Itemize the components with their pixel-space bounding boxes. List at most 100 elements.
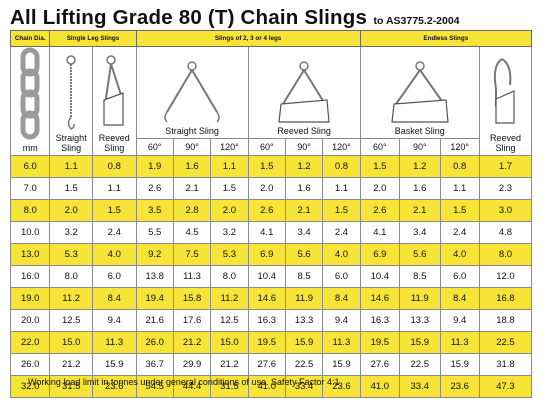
wll-cell: 27.6 [359,353,401,376]
wll-cell: 12.5 [49,309,93,332]
straight-multi-label: Straight Sling [165,126,219,137]
wll-cell: 2.0 [359,177,401,200]
wll-cell: 11.3 [91,331,137,354]
wll-cell: 31.8 [478,353,533,376]
wll-cell: 0.8 [322,155,361,178]
wll-cell: 41.0 [359,375,401,398]
straight-single-cell: Straight Sling [49,46,93,156]
wll-cell: 2.1 [284,199,324,222]
wll-cell: 1.1 [439,177,480,200]
chain-diameter-cell: 32.0 [9,375,51,398]
wll-cell: 15.9 [399,331,441,354]
wll-cell: 1.6 [399,177,441,200]
wll-cell: 4.0 [322,243,361,266]
wll-cell: 5.3 [49,243,93,266]
wll-cell: 11.3 [172,265,212,288]
wll-cell: 22.5 [399,353,441,376]
header-row: Chain Dia. Single Leg Slings Slings of 2… [9,30,533,47]
reeved-endless-cell: Reeved Sling [478,46,533,156]
chain-diameter-cell: 26.0 [9,353,51,376]
wll-cell: 21.2 [49,353,93,376]
wll-cell: 19.4 [135,287,174,310]
wll-cell: 4.1 [359,221,401,244]
wll-cell: 11.9 [399,287,441,310]
wll-cell: 1.6 [172,155,212,178]
wll-cell: 1.5 [359,155,401,178]
chain-diameter-cell: 13.0 [9,243,51,266]
wll-cell: 15.9 [322,353,361,376]
endless-reeved-icon [494,58,516,124]
table-row: 26.0 21.2 15.9 36.7 29.9 21.2 27.6 22.5 15.9 27.6… [9,353,533,376]
wll-cell: 1.9 [135,155,174,178]
illustration-row: mm Straight Sling Reeved Sling [9,45,533,156]
wll-cell: 4.5 [172,221,212,244]
wll-cell: 9.2 [135,243,174,266]
table-row: 6.0 1.1 0.8 1.9 1.6 1.1 1.5 1.2 0.8 1.5 1.2 0.8 1.7 [9,155,533,178]
wll-cell: 3.5 [135,199,174,222]
wll-cell: 26.0 [135,331,174,354]
chain-illustration-cell: mm [9,46,51,156]
angle-cell: 90° [284,138,324,156]
wll-cell: 8.5 [284,265,324,288]
wll-cell: 2.8 [172,199,212,222]
wll-cell: 2.0 [49,199,93,222]
wll-cell: 19.5 [247,331,286,354]
table-row: 22.0 15.0 11.3 26.0 21.2 15.0 19.5 15.9 11.3 19.5… [9,331,533,354]
wll-cell: 8.4 [439,287,480,310]
wll-cell: 1.2 [399,155,441,178]
reeved-multi-label: Reeved Sling [277,126,331,137]
straight-multi-cell: Straight Sling [135,45,249,140]
angle-cell: 90° [399,138,441,156]
wll-cell: 5.3 [210,243,249,266]
angle-cell: 60° [359,138,401,156]
wll-cell: 4.1 [247,221,286,244]
wll-cell: 11.3 [439,331,480,354]
straight-sling-icon [66,55,76,130]
wll-cell: 8.5 [399,265,441,288]
wll-cell: 9.4 [91,309,137,332]
wll-cell: 14.6 [247,287,286,310]
wll-cell: 1.5 [49,177,93,200]
wll-cell: 31.5 [210,375,249,398]
table-row: 10.0 3.2 2.4 5.5 4.5 3.2 4.1 3.4 2.4 4.1 3.4 2.4 4.8 [9,221,533,244]
multi-leg-reeved-icon [278,61,330,123]
wll-cell: 22.5 [284,353,324,376]
wll-cell: 8.0 [210,265,249,288]
wll-cell: 2.4 [322,221,361,244]
wll-cell: 15.0 [49,331,93,354]
wll-cell: 54.5 [135,375,174,398]
angle-cell: 60° [247,138,286,156]
basket-label: Basket Sling [394,126,445,137]
angle-cell: 60° [135,138,174,156]
reeved-sling-icon [103,55,124,126]
wll-cell: 21.2 [210,353,249,376]
wll-cell: 12.0 [478,265,533,288]
wll-cell: 1.5 [247,155,286,178]
page-title: All Lifting Grade 80 (T) Chain Slings to… [10,6,460,30]
wll-cell: 2.4 [439,221,480,244]
wll-cell: 7.5 [172,243,212,266]
wll-cell: 10.4 [359,265,401,288]
wll-cell: 6.0 [322,265,361,288]
sling-capacity-table: Chain Dia. Single Leg Slings Slings of 2… [9,30,533,398]
wll-cell: 1.2 [284,155,324,178]
wll-cell: 8.4 [322,287,361,310]
header-multi-leg: Slings of 2, 3 or 4 legs [135,30,361,47]
wll-cell: 3.2 [49,221,93,244]
wll-cell: 31.5 [49,375,93,398]
table-row: 13.0 5.3 4.0 9.2 7.5 5.3 6.9 5.6 4.0 6.9 5.6 4.0 8.0 [9,243,533,266]
wll-cell: 16.3 [359,309,401,332]
chain-diameter-cell: 22.0 [9,331,51,354]
wll-cell: 14.6 [359,287,401,310]
wll-cell: 12.5 [210,309,249,332]
wll-cell: 3.4 [399,221,441,244]
wll-cell: 8.0 [478,243,533,266]
wll-cell: 27.6 [247,353,286,376]
wll-cell: 33.4 [284,375,324,398]
wll-cell: 15.9 [91,353,137,376]
wll-cell: 15.9 [439,353,480,376]
wll-cell: 9.4 [322,309,361,332]
wll-cell: 2.0 [210,199,249,222]
wll-cell: 5.5 [135,221,174,244]
wll-cell: 19.5 [359,331,401,354]
